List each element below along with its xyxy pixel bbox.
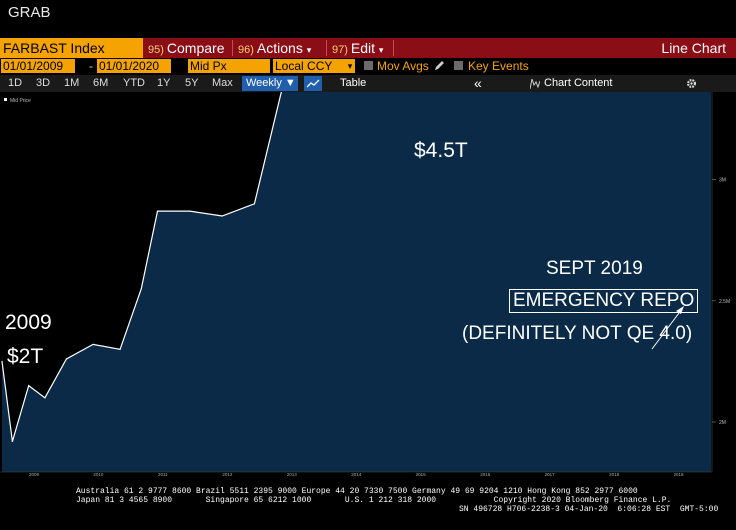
mov-avgs-checkbox[interactable] (364, 61, 373, 70)
table-button[interactable]: Table (340, 77, 367, 89)
data-point-2009-06 (28, 385, 30, 387)
annotation-arrow (651, 308, 683, 350)
end-date-field[interactable]: 01/01/2020 (97, 59, 171, 73)
annotation-sept-2019: SEPT 2019 (546, 258, 643, 279)
annotation-peak: $4.5T (414, 139, 468, 162)
chart-area: Mid Price4.5M4M3.5M3M2.5M2M4.17M20092010… (0, 92, 730, 477)
price-chart: Mid Price4.5M4M3.5M3M2.5M2M4.17M20092010… (0, 92, 730, 477)
chart-content-button[interactable]: Chart Content (544, 77, 613, 89)
data-point-2010-01 (65, 358, 67, 360)
chevron-down-icon: ▾ (378, 45, 384, 55)
chart-type-label[interactable]: Line Chart (661, 40, 726, 56)
data-point-2010-11 (119, 348, 121, 350)
edit-number: 97) (332, 44, 348, 56)
series-line (1, 92, 282, 442)
title-bar (0, 0, 736, 38)
period-5y[interactable]: 5Y (185, 77, 199, 89)
legend-label: Mid Price (10, 98, 31, 104)
pencil-icon[interactable] (434, 60, 444, 71)
start-date-field[interactable]: 01/01/2009 (1, 59, 75, 73)
data-point-2009-09 (44, 397, 46, 399)
actions-number: 96) (238, 44, 254, 56)
data-point-2011-03 (140, 288, 142, 290)
currency-select[interactable]: Local CCY (273, 59, 345, 73)
edit-button[interactable]: 97) Edit ▾ (332, 38, 383, 58)
x-tick-label-2011: 2011 (158, 472, 168, 477)
annotation-emergency-repo: EMERGENCY REPO (509, 289, 699, 313)
x-tick-label-2014: 2014 (351, 472, 362, 477)
ticker-field[interactable]: FARBAST Index (0, 38, 143, 58)
annotation-2t: $2T (7, 345, 44, 368)
collapse-icon[interactable]: « (474, 75, 482, 91)
line-chart-icon[interactable] (304, 76, 322, 91)
period-1d[interactable]: 1D (8, 77, 23, 89)
footer (0, 480, 736, 530)
footer-contacts-2: Japan 81 3 4565 8900 Singapore 65 6212 1… (76, 496, 672, 505)
x-tick-label-2012: 2012 (222, 472, 233, 477)
x-tick-label-2018: 2018 (609, 472, 620, 477)
annotation-2009: 2009 (5, 311, 52, 334)
field-select[interactable]: Mid Px (188, 59, 270, 73)
gear-icon[interactable] (686, 78, 697, 89)
x-tick-label-2017: 2017 (545, 472, 556, 477)
data-point-2012-06 (221, 215, 223, 217)
chevron-down-icon: ▾ (306, 45, 312, 55)
chart-content-icon (530, 79, 540, 89)
data-point-2009-01 (1, 360, 3, 362)
compare-button[interactable]: 95) Compare (148, 38, 225, 58)
series-area (2, 92, 711, 472)
period-1y[interactable]: 1Y (157, 77, 171, 89)
mov-avgs-label: Mov Avgs (377, 59, 429, 73)
footer-session: SN 496728 H706-2238-3 04-Jan-20 6:06:28 … (459, 505, 719, 514)
compare-label: Compare (166, 40, 225, 56)
actions-label: Actions (256, 40, 303, 56)
frequency-select[interactable]: Weekly ▼ (242, 76, 298, 91)
date-range-dash: - (89, 59, 93, 73)
data-point-2009-03 (11, 440, 13, 442)
y-tick-label-3M: 3M (719, 178, 726, 184)
x-tick-label-2015: 2015 (416, 472, 427, 477)
data-point-2010-06 (92, 343, 94, 345)
legend-swatch (4, 98, 7, 101)
period-max[interactable]: Max (212, 77, 233, 89)
edit-label: Edit (350, 40, 376, 56)
y-tick-label-2M: 2M (719, 420, 726, 426)
period-6m[interactable]: 6M (93, 77, 109, 89)
window-title: GRAB (8, 4, 51, 21)
annotation-qe: (DEFINITELY NOT QE 4.0) (462, 323, 693, 344)
key-events-label: Key Events (468, 59, 529, 73)
x-tick-label-2009: 2009 (29, 472, 40, 477)
period-ytd[interactable]: YTD (123, 77, 145, 89)
x-tick-label-2016: 2016 (480, 472, 491, 477)
command-toolbar (0, 38, 736, 58)
toolbar-divider (326, 40, 327, 56)
y-tick-label-2.5M: 2.5M (719, 299, 730, 305)
key-events-checkbox[interactable] (454, 61, 463, 70)
x-tick-label-2013: 2013 (287, 472, 298, 477)
compare-number: 95) (148, 44, 164, 56)
toolbar-divider (393, 40, 394, 56)
x-tick-label-2010: 2010 (93, 472, 104, 477)
period-toolbar (0, 75, 736, 92)
period-1m[interactable]: 1M (64, 77, 80, 89)
data-point-2012-12 (253, 203, 255, 205)
data-point-2011-06 (156, 210, 159, 212)
footer-contacts-1: Australia 61 2 9777 8600 Brazil 5511 239… (76, 487, 638, 496)
actions-button[interactable]: 96) Actions ▾ (238, 38, 311, 58)
data-point-2011-12 (189, 210, 191, 212)
x-tick-label-2019: 2019 (674, 472, 685, 477)
chevron-down-icon[interactable]: ▾ (345, 59, 355, 73)
period-3d[interactable]: 3D (36, 77, 51, 89)
toolbar-divider (232, 40, 233, 56)
